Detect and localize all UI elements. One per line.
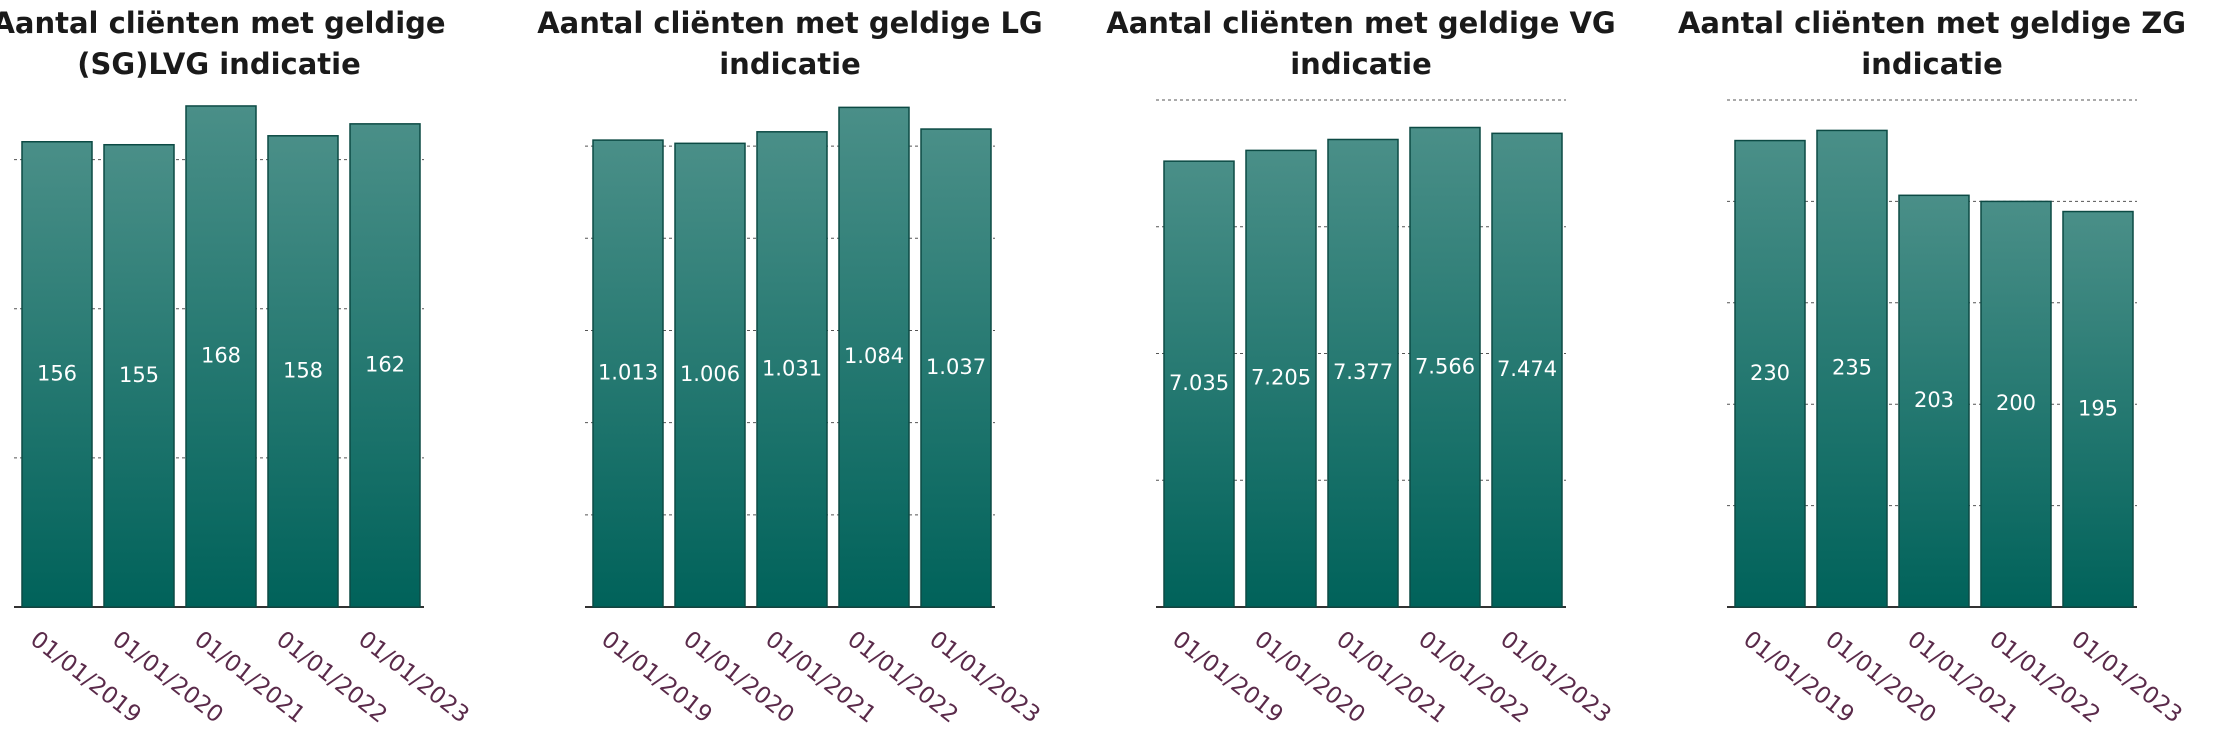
bar <box>1491 132 1563 608</box>
bar <box>592 139 664 608</box>
bar <box>1734 139 1806 608</box>
chart-title: indicatie <box>1290 47 1432 81</box>
value-label: 156 <box>37 361 77 385</box>
bar <box>920 128 992 608</box>
value-label: 1.037 <box>926 355 986 379</box>
chart-title: Aantal cliënten met geldige LG <box>537 6 1043 40</box>
bar <box>1898 194 1970 608</box>
chart-title: Aantal cliënten met geldige VG <box>1106 6 1615 40</box>
value-label: 7.377 <box>1333 360 1393 384</box>
value-label: 1.006 <box>680 362 740 386</box>
bar <box>1163 160 1235 608</box>
bar <box>1816 129 1888 608</box>
chart-title: indicatie <box>1861 47 2003 81</box>
bar <box>267 135 339 608</box>
bar <box>674 142 746 608</box>
chart-title: Aantal cliënten met geldige <box>0 6 446 40</box>
value-label: 1.013 <box>598 361 658 385</box>
value-label: 7.474 <box>1497 357 1557 381</box>
bar <box>349 123 421 608</box>
value-label: 158 <box>283 358 323 382</box>
value-label: 7.035 <box>1169 371 1229 395</box>
bar <box>2062 210 2134 608</box>
value-label: 230 <box>1750 361 1790 385</box>
chart-title: Aantal cliënten met geldige ZG <box>1678 6 2186 40</box>
bar <box>21 141 93 608</box>
value-label: 155 <box>119 363 159 387</box>
bar <box>756 131 828 608</box>
bar <box>1327 138 1399 608</box>
bar <box>103 143 175 608</box>
value-label: 200 <box>1996 391 2036 415</box>
value-label: 162 <box>365 352 405 376</box>
bar <box>185 105 257 608</box>
bar <box>1980 200 2052 608</box>
value-label: 7.566 <box>1415 354 1475 378</box>
value-label: 168 <box>201 343 241 367</box>
value-label: 235 <box>1832 356 1872 380</box>
value-label: 195 <box>2078 396 2118 420</box>
bar <box>838 106 910 608</box>
value-label: 1.084 <box>844 344 904 368</box>
bar <box>1409 126 1481 608</box>
bar <box>1245 149 1317 608</box>
chart-title: indicatie <box>719 47 861 81</box>
chart-title: (SG)LVG indicatie <box>77 47 361 81</box>
value-label: 1.031 <box>762 356 822 380</box>
value-label: 203 <box>1914 388 1954 412</box>
value-label: 7.205 <box>1251 366 1311 390</box>
